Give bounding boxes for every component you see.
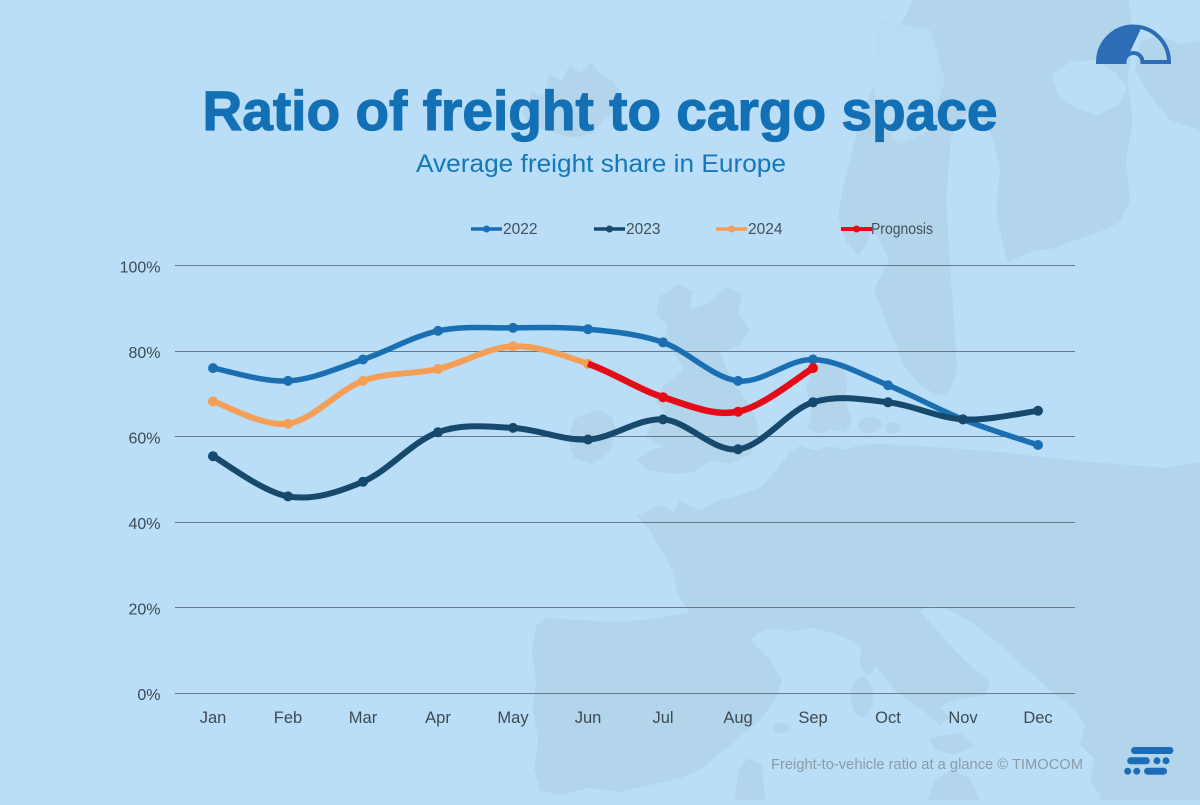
svg-text:Oct: Oct — [875, 709, 901, 727]
svg-text:80%: 80% — [128, 345, 160, 362]
svg-text:Jan: Jan — [200, 709, 227, 727]
svg-text:2024: 2024 — [748, 221, 783, 238]
svg-text:100%: 100% — [120, 260, 161, 277]
svg-text:May: May — [497, 709, 529, 727]
svg-text:Ratio of freight to cargo spac: Ratio of freight to cargo space — [203, 79, 998, 142]
svg-text:Jul: Jul — [652, 709, 673, 727]
svg-text:40%: 40% — [128, 516, 160, 533]
svg-text:Apr: Apr — [425, 709, 451, 727]
svg-text:Aug: Aug — [723, 709, 752, 727]
svg-text:20%: 20% — [128, 602, 160, 619]
svg-text:Freight-to-vehicle ratio at a: Freight-to-vehicle ratio at a glance © T… — [771, 757, 1083, 773]
svg-text:Mar: Mar — [349, 709, 378, 727]
svg-text:2022: 2022 — [503, 221, 537, 238]
svg-text:60%: 60% — [128, 431, 160, 448]
svg-text:Sep: Sep — [798, 709, 827, 727]
svg-text:Jun: Jun — [575, 709, 602, 727]
svg-text:2023: 2023 — [626, 221, 660, 238]
svg-text:0%: 0% — [137, 687, 160, 704]
svg-text:Average freight share in Europ: Average freight share in Europe — [416, 150, 786, 178]
svg-text:Prognosis: Prognosis — [871, 221, 933, 238]
svg-text:Dec: Dec — [1023, 709, 1052, 727]
svg-text:Nov: Nov — [948, 709, 978, 727]
svg-text:Feb: Feb — [274, 709, 302, 727]
